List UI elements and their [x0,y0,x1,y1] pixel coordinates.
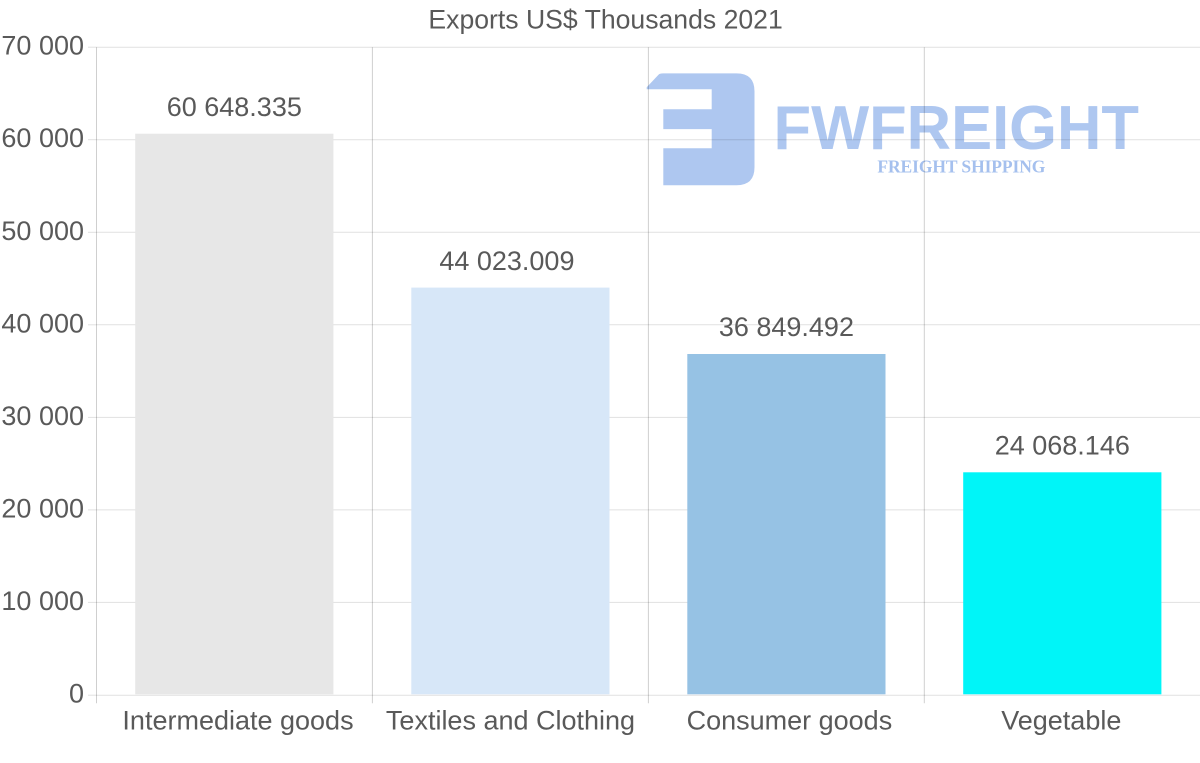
svg-text:FREIGHT SHIPPING: FREIGHT SHIPPING [877,156,1045,176]
svg-text:Vegetable: Vegetable [1001,706,1121,736]
svg-text:30 000: 30 000 [1,401,84,431]
svg-text:Exports US$ Thousands 2021: Exports US$ Thousands 2021 [428,5,782,35]
svg-text:60 648.335: 60 648.335 [167,92,302,122]
svg-text:40 000: 40 000 [1,308,84,338]
svg-text:10 000: 10 000 [1,586,84,616]
svg-text:0: 0 [69,679,84,709]
svg-text:60 000: 60 000 [1,123,84,153]
svg-text:36 849.492: 36 849.492 [719,312,854,342]
svg-text:44 023.009: 44 023.009 [439,246,574,276]
svg-text:50 000: 50 000 [1,216,84,246]
svg-text:Textiles and Clothing: Textiles and Clothing [386,706,635,736]
svg-text:FWFREIGHT: FWFREIGHT [774,94,1140,163]
svg-text:Intermediate goods: Intermediate goods [122,706,353,736]
svg-text:20 000: 20 000 [1,493,84,523]
svg-text:24 068.146: 24 068.146 [995,431,1130,461]
svg-text:Consumer goods: Consumer goods [687,706,893,736]
svg-text:70 000: 70 000 [1,31,84,61]
